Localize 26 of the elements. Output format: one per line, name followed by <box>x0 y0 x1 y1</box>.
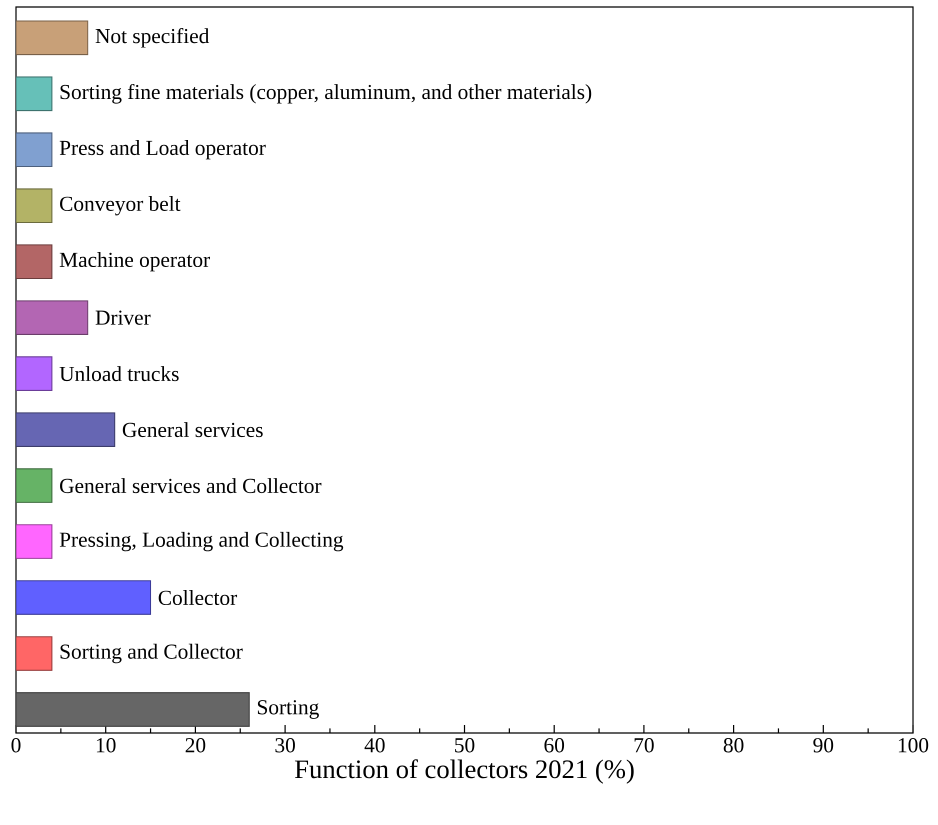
y-tick-label: Driver <box>96 310 151 325</box>
y-tick-label: Conveyor belt <box>60 196 180 216</box>
x-tick-label: 40 <box>364 738 385 752</box>
y-tick-label: General services and Collector <box>60 478 322 494</box>
y-tick-label: Machine operator <box>60 252 210 272</box>
y-tick-label: Sorting <box>258 700 319 719</box>
x-tick-label: 0 <box>11 738 21 752</box>
y-tick-label: Unload trucks <box>60 366 179 382</box>
x-tick-label: 60 <box>544 738 564 752</box>
y-tick-label: General services <box>122 422 263 438</box>
x-tick-label: 90 <box>813 738 834 752</box>
x-tick-label: 80 <box>724 738 744 752</box>
y-tick-label: Sorting fine materials (copper, aluminum, and other materials) <box>60 84 592 104</box>
x-tick-label: 50 <box>455 738 474 752</box>
y-tick-label: Pressing, Loading and Collecting <box>60 532 344 552</box>
x-axis-title: Function of collectors 2021 (%) <box>294 759 634 784</box>
x-tick-label: 20 <box>186 738 206 752</box>
y-tick-label: Collector <box>158 590 238 606</box>
y-tick-label: Press and Load operator <box>60 140 266 160</box>
x-tick-label: 70 <box>634 738 654 752</box>
x-tick-label: 100 <box>898 738 928 752</box>
bar <box>16 580 152 615</box>
y-tick-label: Not specified <box>96 28 210 48</box>
x-tick-label: 30 <box>275 738 295 752</box>
y-tick-label: Sorting and Collector <box>60 644 243 664</box>
x-tick-label: 10 <box>96 738 116 752</box>
